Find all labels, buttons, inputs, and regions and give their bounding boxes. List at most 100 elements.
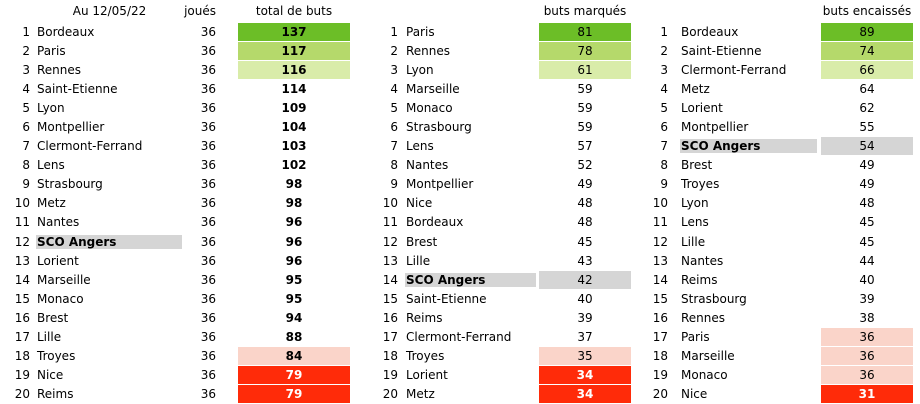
table-row: 14 Reims 40 xyxy=(652,270,912,289)
team-name-cell: Lyon xyxy=(406,62,434,77)
value-cell: 89 xyxy=(821,22,913,41)
table-row: 18 Troyes 35 xyxy=(380,347,631,366)
table-row: 19 Monaco 36 xyxy=(652,366,913,385)
team-name-cell: SCO Angers xyxy=(36,234,182,249)
rank-cell: 17 xyxy=(382,330,398,345)
played-cell: 36 xyxy=(200,349,216,364)
table-row: 9 Montpellier 49 xyxy=(380,175,630,194)
rank-cell: 15 xyxy=(652,291,668,306)
rank-cell: 7 xyxy=(660,139,668,154)
value-cell: 31 xyxy=(821,385,913,404)
rank-cell: 1 xyxy=(660,24,668,39)
table-row: 1 Bordeaux 89 xyxy=(652,22,913,41)
rank-cell: 12 xyxy=(652,234,668,249)
value-cell: 117 xyxy=(238,41,350,60)
team-name-cell: Lens xyxy=(37,158,65,173)
rank-cell: 17 xyxy=(652,330,668,345)
rank-cell: 5 xyxy=(22,100,30,115)
team-name-cell: Nice xyxy=(681,387,708,402)
team-name-cell: Clermont-Ferrand xyxy=(406,330,512,345)
value-cell: 104 xyxy=(281,120,307,135)
rank-cell: 8 xyxy=(660,158,668,173)
team-name-cell: Brest xyxy=(37,310,69,325)
table-row: 8 Nantes 52 xyxy=(380,156,630,175)
team-name-cell: Reims xyxy=(406,310,443,325)
rank-cell: 14 xyxy=(14,272,30,287)
played-cell: 36 xyxy=(200,81,216,96)
rank-cell: 9 xyxy=(390,177,398,192)
team-name-cell: Nice xyxy=(37,368,64,383)
rank-cell: 12 xyxy=(382,234,398,249)
value-cell: 114 xyxy=(281,81,307,96)
value-cell: 61 xyxy=(539,60,631,79)
table-row: 12 SCO Angers 36 96 xyxy=(8,232,349,251)
rank-cell: 2 xyxy=(390,43,398,58)
rank-cell: 16 xyxy=(652,310,668,325)
value-cell: 40 xyxy=(577,291,593,306)
value-cell: 66 xyxy=(821,60,913,79)
team-name-cell: Saint-Etienne xyxy=(406,291,487,306)
played-cell: 36 xyxy=(200,177,216,192)
value-cell: 54 xyxy=(821,137,913,156)
rank-cell: 5 xyxy=(660,100,668,115)
table-body-total-goals: 1 Bordeaux 36 137 2 Paris 36 117 3 Rennes 36 116 4 Sa… xyxy=(8,22,350,404)
table-row: 16 Brest 36 94 xyxy=(8,308,349,327)
value-cell: 39 xyxy=(577,310,593,325)
rank-cell: 13 xyxy=(382,253,398,268)
team-name-cell: Clermont-Ferrand xyxy=(681,62,787,77)
value-cell: 102 xyxy=(281,158,307,173)
total-goals-column-header: total de buts xyxy=(255,4,333,18)
table-row: 5 Lyon 36 109 xyxy=(8,98,349,117)
played-cell: 36 xyxy=(200,310,216,325)
rank-cell: 20 xyxy=(382,387,398,402)
value-cell: 96 xyxy=(285,215,303,230)
rank-cell: 17 xyxy=(14,330,30,345)
rank-cell: 2 xyxy=(22,43,30,58)
team-name-cell: Paris xyxy=(37,43,66,58)
table-row: 4 Saint-Etienne 36 114 xyxy=(8,79,349,98)
played-cell: 36 xyxy=(200,215,216,230)
team-name-cell: Brest xyxy=(406,234,438,249)
value-cell: 36 xyxy=(821,328,913,347)
team-name-cell: Paris xyxy=(681,330,710,345)
played-cell: 36 xyxy=(200,330,216,345)
rank-cell: 19 xyxy=(14,368,30,383)
table-row: 20 Nice 31 xyxy=(652,385,913,404)
team-name-cell: Lens xyxy=(681,215,709,230)
table-header-row: Au 12/05/22 joués total de buts xyxy=(8,0,349,22)
rank-cell: 4 xyxy=(660,81,668,96)
value-cell: 38 xyxy=(859,310,875,325)
value-cell: 45 xyxy=(859,215,875,230)
table-row: 7 Lens 57 xyxy=(380,137,630,156)
value-cell: 103 xyxy=(281,139,307,154)
team-name-cell: Metz xyxy=(37,196,66,211)
value-cell: 84 xyxy=(238,347,350,366)
value-cell: 52 xyxy=(577,158,593,173)
table-row: 9 Strasbourg 36 98 xyxy=(8,175,349,194)
value-cell: 59 xyxy=(577,100,593,115)
played-cell: 36 xyxy=(200,272,216,287)
team-name-cell: Metz xyxy=(406,387,435,402)
value-cell: 116 xyxy=(238,60,350,79)
value-cell: 45 xyxy=(577,234,593,249)
played-column-header: joués xyxy=(184,4,216,18)
table-title-date: Au 12/05/22 xyxy=(72,4,147,18)
team-name-cell: Lille xyxy=(681,234,706,249)
table-row: 13 Lorient 36 96 xyxy=(8,251,349,270)
table-goals-scored: buts marqués 1 Paris 81 2 Rennes 78 3 Lyon 61 4 Ma… xyxy=(380,0,631,404)
played-cell: 36 xyxy=(200,43,216,58)
table-row: 1 Paris 81 xyxy=(380,22,631,41)
value-cell: 98 xyxy=(285,177,303,192)
table-row: 7 SCO Angers 54 xyxy=(652,137,913,156)
table-body-goals-conceded: 1 Bordeaux 89 2 Saint-Etienne 74 3 Clermont-Fer… xyxy=(652,22,913,404)
table-row: 8 Brest 49 xyxy=(652,156,912,175)
value-cell: 57 xyxy=(577,139,593,154)
value-cell: 95 xyxy=(285,272,303,287)
team-name-cell: Bordeaux xyxy=(681,24,739,39)
table-row: 10 Nice 48 xyxy=(380,194,630,213)
team-name-cell: Marseille xyxy=(681,349,735,364)
table-row: 18 Marseille 36 xyxy=(652,347,913,366)
rank-cell: 14 xyxy=(652,272,668,287)
team-name-cell: Saint-Etienne xyxy=(681,43,762,58)
played-cell: 36 xyxy=(200,100,216,115)
